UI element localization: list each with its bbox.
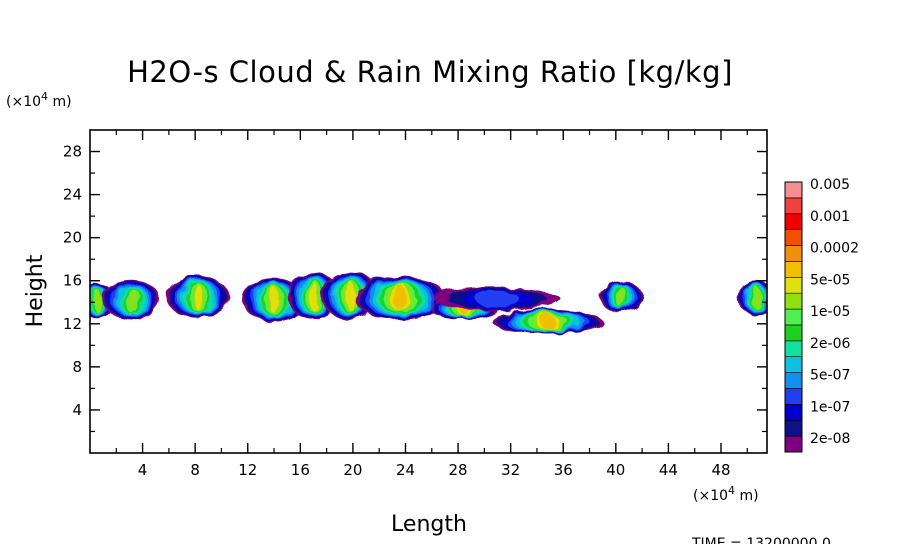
y-unit-suffix: m): [48, 94, 72, 110]
y-axis-label: Height: [23, 254, 48, 327]
x-tick-label-9: 40: [606, 461, 625, 479]
time-label: TIME = 13200000.0: [691, 536, 831, 544]
x-unit-suffix: m): [735, 488, 759, 504]
legend-swatch-1: [784, 419, 803, 437]
y-tick-label-6: 28: [63, 143, 82, 161]
legend-swatch-9: [784, 292, 803, 310]
y-unit-exp: 4: [41, 90, 48, 103]
cloud-level-9: [617, 286, 625, 307]
y-axis-unit: (×104 m): [6, 90, 72, 110]
cloud-blob-10: [600, 280, 643, 314]
x-unit-exp: 4: [728, 484, 735, 497]
x-axis-unit: (×104 m): [693, 484, 759, 504]
legend-swatch-15: [784, 197, 803, 215]
x-tick-label-10: 44: [659, 461, 678, 479]
cloud-level-3: [475, 290, 520, 308]
x-tick-label-1: 8: [190, 461, 200, 479]
x-axis-label: Length: [391, 512, 467, 537]
y-tick-label-0: 4: [72, 401, 82, 419]
x-tick-label-6: 28: [449, 461, 468, 479]
x-tick-label-7: 32: [501, 461, 520, 479]
legend-swatch-13: [784, 229, 803, 246]
legend-label-0: 2e-08: [810, 431, 850, 447]
cloud-blob-6: [354, 276, 447, 320]
legend-swatch-8: [784, 308, 803, 326]
cloud-level-9: [753, 287, 760, 309]
legend-swatch-3: [784, 388, 803, 405]
color-legend: 2e-08 1e-07 5e-07 2e-06 1e-05 5e-05 0.0002 0.00…: [784, 177, 859, 453]
x-tick-label-5: 24: [396, 461, 415, 479]
legend-swatch-14: [784, 213, 803, 230]
legend-swatch-0: [784, 435, 803, 453]
legend-label-6: 0.0002: [810, 241, 859, 257]
legend-label-4: 1e-05: [810, 304, 850, 320]
cloud-blob-9: [492, 309, 603, 334]
y-tick-label-3: 16: [63, 272, 82, 290]
cloud-level-11: [394, 284, 407, 312]
x-tick-label-2: 12: [238, 461, 257, 479]
cloud-level-10: [346, 281, 355, 311]
cloud-blob-2: [166, 276, 230, 318]
legend-swatch-6: [784, 340, 803, 358]
x-tick-label-3: 16: [291, 461, 310, 479]
cloud-level-11: [540, 314, 555, 329]
legend-swatch-7: [784, 324, 803, 342]
cloud-blob-1: [103, 280, 161, 320]
legend-swatch-11: [784, 261, 803, 278]
legend-swatch-2: [784, 404, 803, 421]
cloud-blob-11: [738, 280, 767, 316]
x-unit-prefix: (×10: [693, 488, 728, 504]
y-tick-label-1: 8: [72, 358, 82, 376]
chart-title: H2O-s Cloud & Rain Mixing Ratio [kg/kg]: [127, 55, 733, 89]
cloud-blob-8: [434, 287, 561, 311]
legend-swatch-12: [784, 245, 803, 262]
legend-label-8: 0.005: [810, 177, 850, 193]
plot-frame: [89, 129, 768, 454]
data-field: [90, 272, 767, 334]
legend-label-2: 5e-07: [810, 368, 850, 384]
legend-label-5: 5e-05: [810, 272, 850, 288]
y-tick-label-2: 12: [63, 315, 82, 333]
x-tick-label-11: 48: [711, 461, 730, 479]
cloud-level-9: [127, 288, 137, 313]
y-tick-label-5: 24: [63, 186, 82, 204]
legend-swatch-16: [784, 181, 803, 199]
x-axis-ticks: 4 8 12 16 20 24 28 32 36 40 44 48: [115, 130, 748, 479]
x-tick-label-4: 20: [343, 461, 362, 479]
legend-label-7: 0.001: [810, 209, 850, 225]
legend-swatch-4: [784, 372, 803, 389]
cloud-level-10: [193, 284, 203, 310]
legend-label-3: 2e-06: [810, 336, 850, 352]
y-tick-label-4: 20: [63, 229, 82, 247]
legend-swatch-5: [784, 356, 803, 373]
cloud-level-10: [269, 286, 279, 314]
cloud-level-10: [309, 281, 318, 311]
x-tick-label-8: 36: [554, 461, 573, 479]
y-axis-ticks: 4 8 12 16 20 24 28: [63, 143, 767, 433]
legend-swatch-10: [784, 276, 803, 294]
legend-label-1: 1e-07: [810, 399, 850, 415]
y-unit-prefix: (×10: [6, 94, 41, 110]
x-tick-label-0: 4: [138, 461, 148, 479]
legend-frame: [784, 181, 803, 453]
cloud-level-9: [95, 290, 101, 312]
